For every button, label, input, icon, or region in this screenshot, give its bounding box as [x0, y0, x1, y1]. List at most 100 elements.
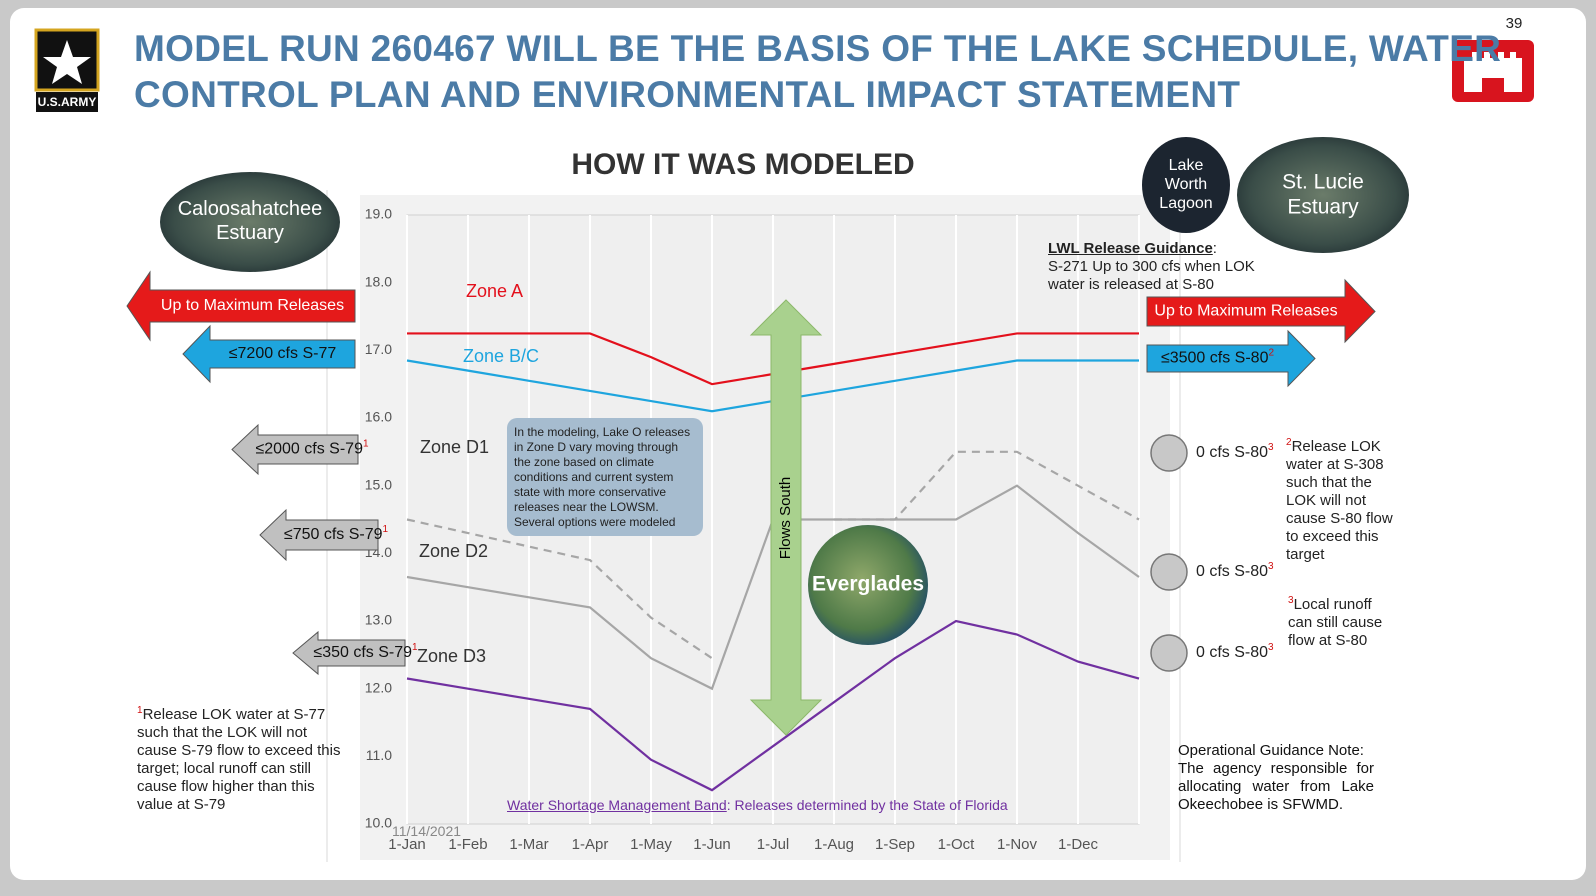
slide-title: MODEL RUN 260467 WILL BE THE BASIS OF TH…: [134, 26, 1501, 118]
release-arrow: [126, 270, 356, 342]
release-text: 0 cfs S-80: [1196, 444, 1268, 461]
x-tick-label: 1-Jun: [693, 836, 731, 853]
release-note: 1: [383, 524, 389, 535]
x-tick-label: 1-Oct: [938, 836, 976, 853]
place-image: [808, 525, 928, 645]
place-label-line: Lagoon: [1159, 195, 1212, 212]
release-text: ≤750 cfs S-79: [284, 526, 383, 543]
y-tick-label: 13.0: [365, 612, 392, 628]
place-label: Everglades: [812, 573, 924, 596]
title-line: CONTROL PLAN AND ENVIRONMENTAL IMPACT ST…: [134, 74, 1241, 115]
place-label-line: Estuary: [216, 222, 284, 244]
release-text: ≤3500 cfs S-80: [1161, 350, 1269, 367]
army-star: [43, 40, 91, 84]
title-line: MODEL RUN 260467 WILL BE THE BASIS OF TH…: [134, 28, 1502, 69]
release-label: 0 cfs S-803: [1196, 442, 1274, 462]
date: 11/14/2021: [392, 823, 462, 839]
release-text: Up to Maximum Releases: [161, 297, 344, 314]
footnote-text: Release LOK water at S-308 such that the…: [1286, 438, 1393, 563]
release-note: 3: [1268, 442, 1274, 453]
x-tick-label: 1-Aug: [814, 836, 854, 853]
release-label: Up to Maximum Releases: [161, 297, 344, 314]
footnote: 1Release LOK water at S-77 such that the…: [137, 702, 342, 814]
x-tick-label: 1-Apr: [572, 836, 609, 853]
place-label-line: Lake: [1169, 157, 1204, 174]
x-tick-label: 1-Mar: [509, 836, 548, 853]
series-label: Zone A: [466, 281, 523, 301]
shortage-text: : Releases determined by the State of Fl…: [726, 797, 1008, 813]
place-label: Caloosahatchee Estuary: [178, 198, 323, 244]
release-label: Up to Maximum Releases: [1154, 303, 1337, 320]
release-arrow: [259, 508, 379, 562]
x-tick-label: 1-Jul: [757, 836, 790, 853]
x-tick-label: 1-Nov: [997, 836, 1038, 853]
release-label: ≤350 cfs S-791: [313, 642, 418, 662]
flow-arrow: [749, 299, 823, 736]
lwl-guidance: LWL Release Guidance: S-271 Up to 300 cfs…: [1048, 240, 1255, 293]
y-tick-label: 16.0: [365, 409, 392, 425]
footnote-mark: 3: [1288, 595, 1294, 606]
series-label: Zone B/C: [463, 346, 539, 366]
release-text: ≤2000 cfs S-79: [255, 441, 363, 458]
army-label: U.S.ARMY: [38, 95, 97, 109]
x-tick-label: 1-Jan: [388, 836, 426, 853]
shortage-note: Water Shortage Management Band: Releases…: [507, 797, 1008, 813]
shortage-link[interactable]: Water Shortage Management Band: [507, 797, 727, 813]
place-label-line: St. Lucie: [1282, 170, 1364, 193]
x-tick-label: 1-Dec: [1058, 836, 1099, 853]
page-number: 39: [1506, 15, 1523, 32]
release-note: 2: [1268, 347, 1274, 358]
footnote-mark: 2: [1286, 437, 1292, 448]
flows-label: Flows South: [777, 477, 794, 560]
release-note: 1: [363, 438, 369, 449]
series-line: [406, 450, 1140, 660]
release-arrow: [292, 630, 406, 676]
footnote-text: Local runoff can still cause flow at S-8…: [1288, 596, 1383, 649]
release-note: 1: [412, 642, 418, 653]
place-image: [1237, 137, 1409, 253]
series-label: Zone D1: [420, 437, 489, 457]
place-image: [160, 172, 340, 272]
y-tick-label: 12.0: [365, 679, 392, 695]
place-label: St. Lucie Estuary: [1282, 170, 1364, 218]
castle: [1464, 52, 1522, 92]
series-line: [406, 619, 1140, 792]
y-tick-label: 18.0: [365, 273, 392, 289]
release-label: ≤750 cfs S-791: [284, 524, 389, 544]
footnote: 3Local runoff can still cause flow at S-…: [1288, 592, 1398, 650]
release-note: 3: [1268, 561, 1274, 572]
release-text: ≤350 cfs S-79: [313, 644, 412, 661]
place-label-line: Worth: [1165, 176, 1207, 193]
release-text: ≤7200 cfs S-77: [229, 345, 337, 362]
x-tick-label: 1-Feb: [448, 836, 487, 853]
release-arrow: [1146, 329, 1316, 388]
zero-flow: [1150, 634, 1188, 672]
release-label: ≤3500 cfs S-802: [1161, 347, 1275, 367]
release-note: 3: [1268, 642, 1274, 653]
chart-title: HOW IT WAS MODELED: [571, 148, 914, 181]
x-tick-label: 1-May: [630, 836, 672, 853]
release-arrow: [182, 324, 356, 384]
footnote-text: Release LOK water at S-77 such that the …: [137, 706, 341, 813]
lwl-text: S-271 Up to 300 cfs when LOK water is re…: [1048, 258, 1255, 293]
y-tick-label: 10.0: [365, 815, 392, 831]
place-label-line: Caloosahatchee: [178, 198, 323, 220]
footnote-mark: 1: [137, 705, 143, 716]
zero-flow: [1150, 434, 1188, 472]
y-tick-label: 11.0: [366, 747, 392, 763]
army-label-bg: [36, 92, 98, 112]
release-text: Up to Maximum Releases: [1154, 303, 1337, 320]
operational-note: Operational Guidance Note: The agency res…: [1178, 742, 1374, 814]
zero-flow: [1150, 553, 1188, 591]
place-image: [1142, 137, 1230, 233]
release-arrow: [231, 423, 359, 476]
release-label: ≤2000 cfs S-791: [255, 438, 369, 458]
note-heading: Operational Guidance Note:: [1178, 742, 1364, 759]
release-text: 0 cfs S-80: [1196, 644, 1268, 661]
place-label-line: Estuary: [1287, 195, 1359, 218]
lwl-heading: LWL Release Guidance: [1048, 240, 1213, 257]
footnote: 2Release LOK water at S-308 such that th…: [1286, 434, 1396, 564]
callout: In the modeling, Lake O releases in Zone…: [507, 418, 703, 536]
